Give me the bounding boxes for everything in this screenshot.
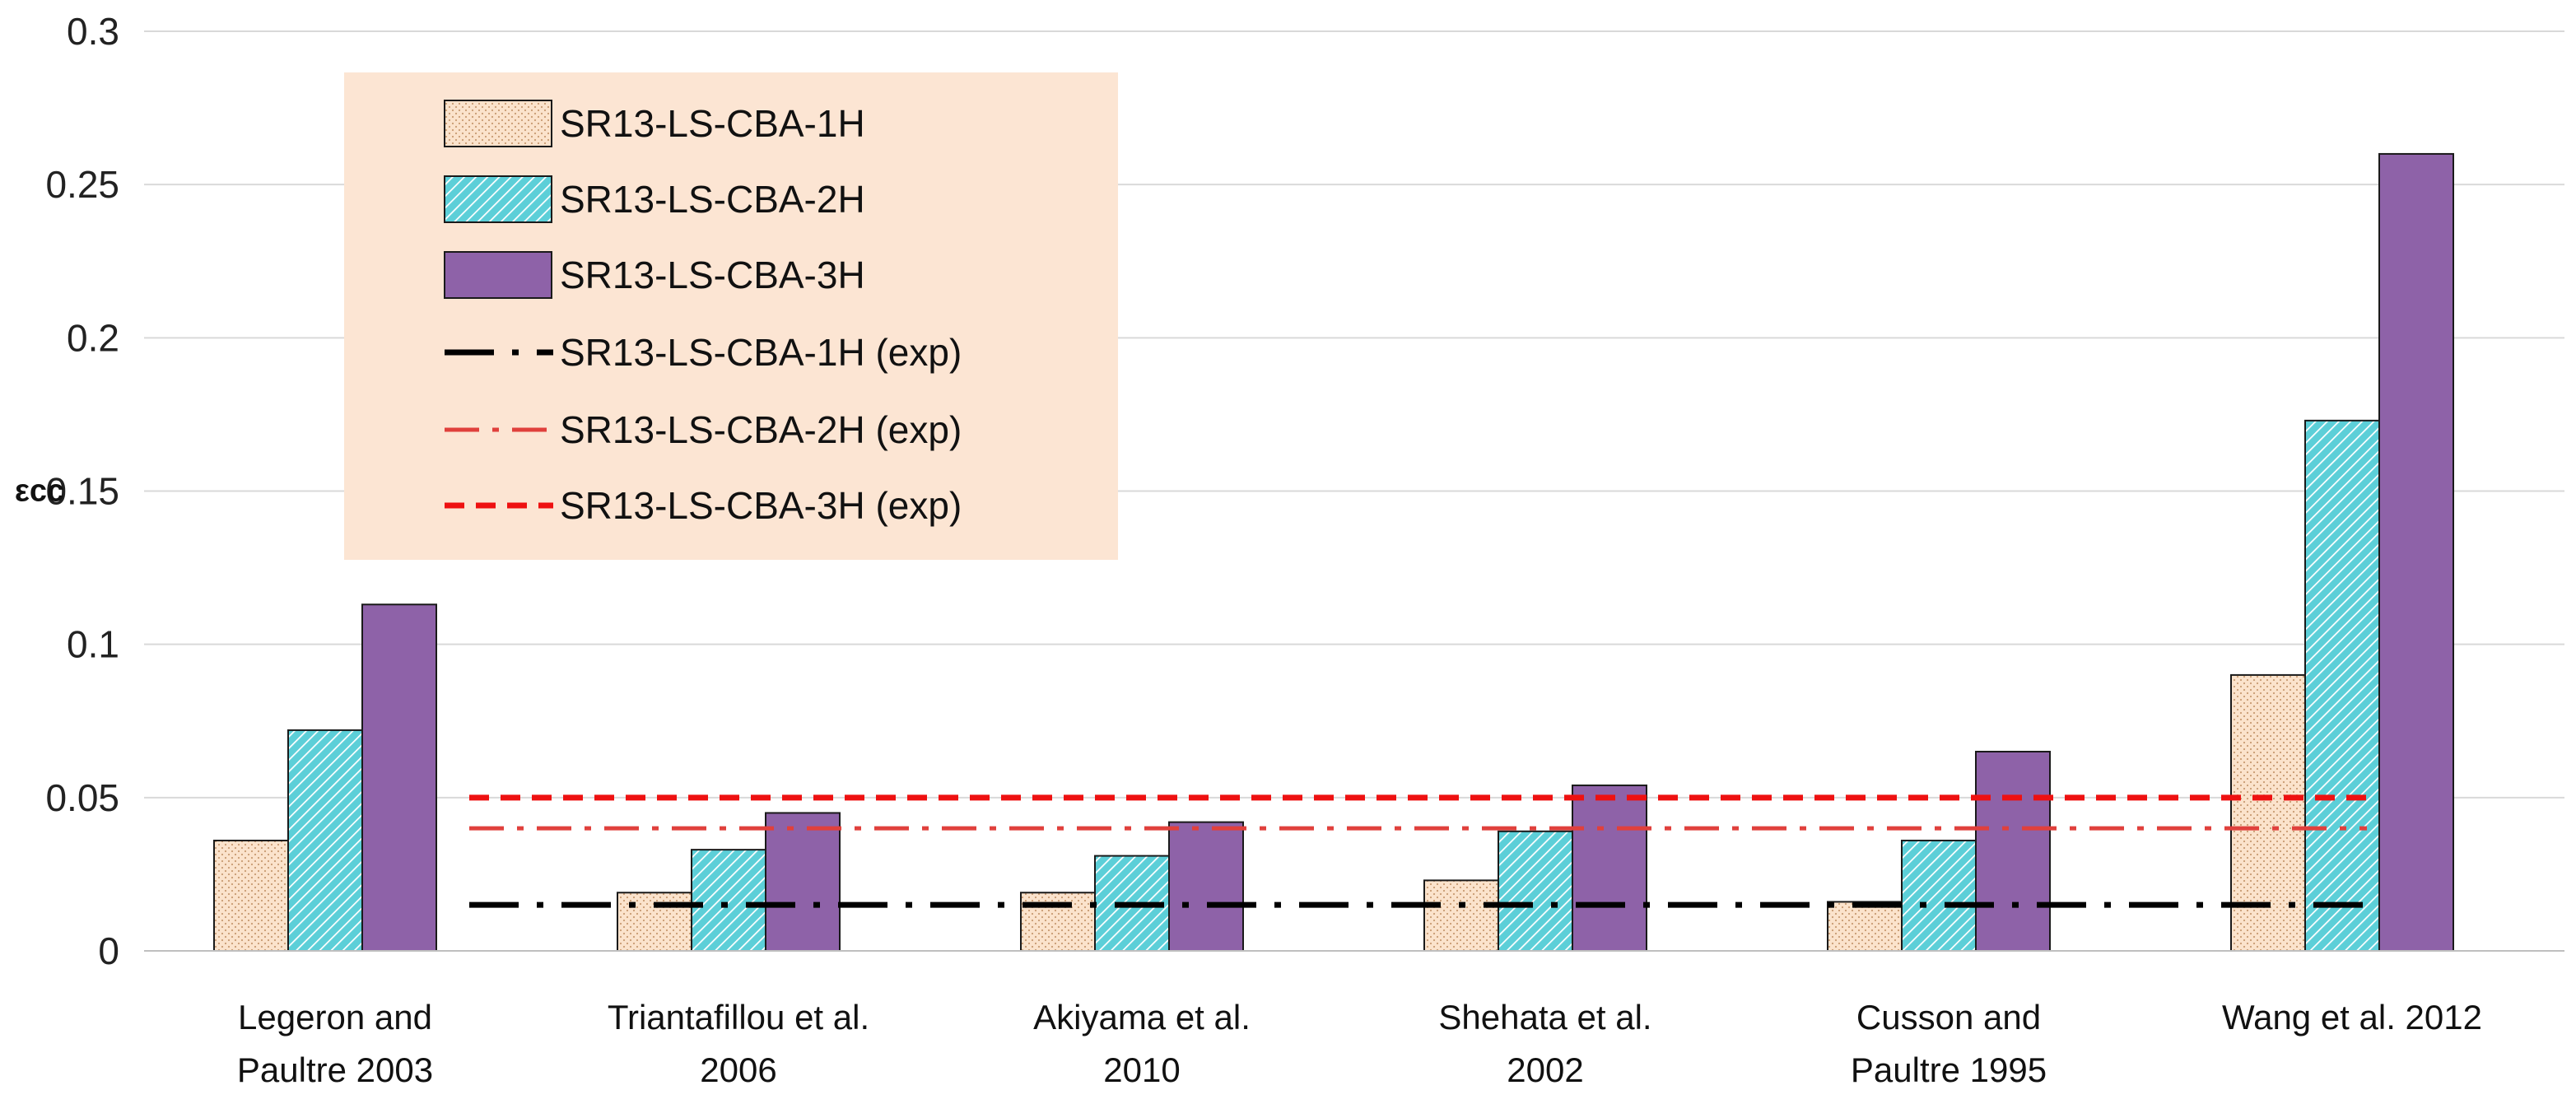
legend: SR13-LS-CBA-1H SR13-LS-CBA-2H SR13-LS-CBA-…: [344, 72, 1118, 560]
legend-swatch: [444, 175, 552, 223]
bar-sr13-ls-cba-3h: [1168, 821, 1244, 952]
y-axis-ticks: 0 0.05 0.1 0.15 0.2 0.25 0.3: [45, 10, 119, 972]
x-category-label: Shehata et al. 2002: [1438, 998, 1651, 1089]
x-category-label: Akiyama et al. 2010: [1033, 998, 1251, 1089]
y-axis-label: εcc: [15, 474, 64, 509]
bar-sr13-ls-cba-2h: [691, 849, 766, 953]
legend-swatch: [444, 251, 552, 299]
bar-sr13-ls-cba-1h: [1423, 879, 1499, 952]
bar-sr13-ls-cba-3h: [2378, 152, 2454, 952]
y-tick-label: 0.15: [45, 470, 119, 513]
legend-label: SR13-LS-CBA-3H (exp): [560, 484, 962, 527]
y-tick-label: 0.2: [67, 316, 119, 359]
bar-sr13-ls-cba-3h: [1975, 750, 2051, 952]
bar-sr13-ls-cba-2h: [1498, 830, 1573, 952]
bar-sr13-ls-cba-3h: [361, 603, 437, 952]
legend-label: SR13-LS-CBA-3H: [560, 254, 865, 296]
x-category-label: Cusson and Paultre 1995: [1851, 998, 2047, 1089]
legend-swatch: [444, 100, 552, 147]
legend-label: SR13-LS-CBA-2H (exp): [560, 408, 962, 451]
reference-lines: [469, 794, 2367, 908]
category-labels: Legeron and Paultre 2003 Triantafillou et …: [237, 998, 2482, 1089]
legend-label: SR13-LS-CBA-2H: [560, 178, 865, 221]
bar-sr13-ls-cba-1h: [1827, 901, 1903, 952]
bar-sr13-ls-cba-1h: [2230, 673, 2306, 953]
bar-sr13-ls-cba-1h: [1020, 892, 1096, 953]
y-tick-label: 0.1: [67, 623, 119, 666]
bar-sr13-ls-cba-2h: [287, 729, 363, 952]
x-category-label: Triantafillou et al. 2006: [608, 998, 869, 1089]
y-tick-label: 0.25: [45, 163, 119, 206]
y-tick-label: 0.05: [45, 776, 119, 819]
y-tick-label: 0: [98, 929, 119, 972]
bar-sr13-ls-cba-1h: [213, 839, 289, 953]
legend-label: SR13-LS-CBA-1H: [560, 102, 865, 145]
x-category-label: Wang et al. 2012: [2222, 998, 2482, 1036]
bar-sr13-ls-cba-3h: [1572, 784, 1647, 952]
bar-sr13-ls-cba-1h: [617, 892, 692, 953]
legend-box: [344, 72, 1118, 560]
bar-sr13-ls-cba-2h: [1901, 839, 1977, 953]
bar-sr13-ls-cba-2h: [2304, 419, 2380, 952]
y-tick-label: 0.3: [67, 10, 119, 53]
bar-sr13-ls-cba-3h: [765, 812, 841, 953]
legend-label: SR13-LS-CBA-1H (exp): [560, 331, 962, 374]
x-category-label: Legeron and Paultre 2003: [237, 998, 433, 1089]
